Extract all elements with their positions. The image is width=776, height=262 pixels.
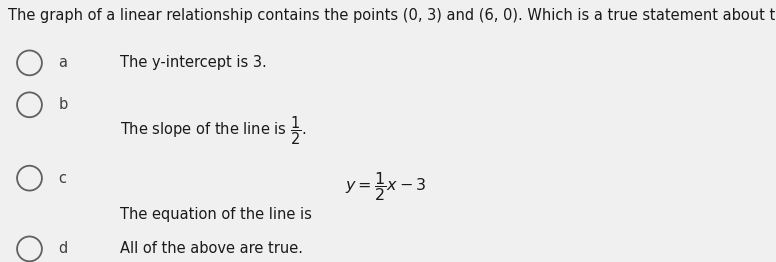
Text: The y-intercept is 3.: The y-intercept is 3. xyxy=(120,55,267,70)
Text: The equation of the line is: The equation of the line is xyxy=(120,207,312,222)
Text: The slope of the line is $\dfrac{1}{2}$.: The slope of the line is $\dfrac{1}{2}$. xyxy=(120,115,307,147)
Text: All of the above are true.: All of the above are true. xyxy=(120,241,303,256)
Text: The graph of a linear relationship contains the points (0, 3) and (6, 0). Which : The graph of a linear relationship conta… xyxy=(8,8,776,23)
Text: a: a xyxy=(58,55,68,70)
Text: c: c xyxy=(58,171,66,186)
Text: $y = \dfrac{1}{2}x - 3$: $y = \dfrac{1}{2}x - 3$ xyxy=(345,170,427,203)
Text: d: d xyxy=(58,241,68,256)
Text: b: b xyxy=(58,97,68,112)
